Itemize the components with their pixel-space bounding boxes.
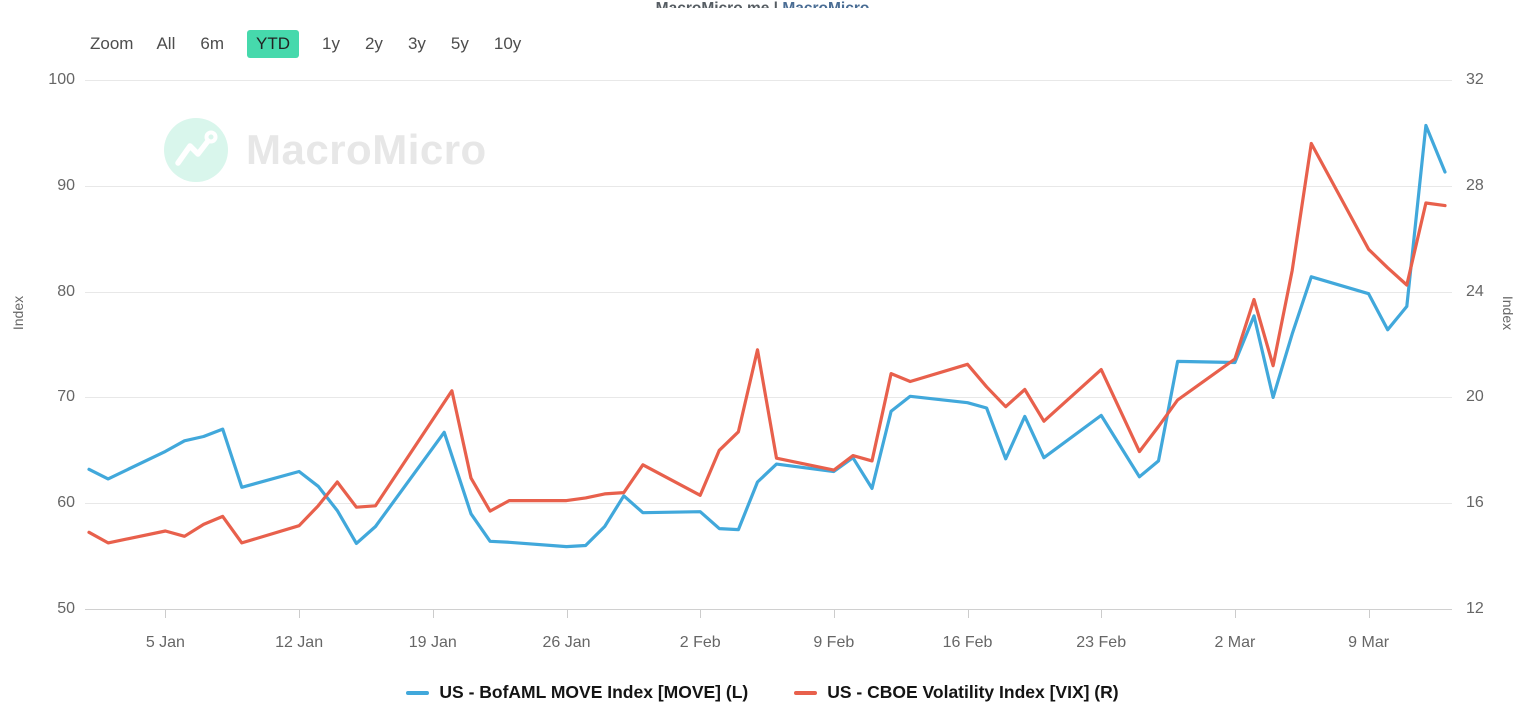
- x-axis-tick-label: 16 Feb: [942, 634, 993, 651]
- x-axis-tick-label: 5 Jan: [145, 634, 185, 651]
- range-button-2y[interactable]: 2y: [364, 34, 383, 53]
- x-axis-tick-label: 12 Jan: [275, 634, 324, 651]
- gridline: [85, 80, 1452, 81]
- zoom-label: Zoom: [90, 34, 134, 53]
- gridline: [85, 291, 1452, 293]
- x-axis-tick: [1368, 610, 1370, 618]
- y-axis-right-tick-label: 20: [1466, 388, 1484, 406]
- legend-label-move: US - BofAML MOVE Index [MOVE] (L): [439, 682, 749, 702]
- page-header-caption: MacroMicro.me | MacroMicro: [0, 0, 1525, 8]
- x-axis-tick-label: 23 Feb: [1076, 634, 1127, 651]
- range-button-10y[interactable]: 10y: [493, 34, 522, 53]
- legend-item-vix[interactable]: US - CBOE Volatility Index [VIX] (R): [794, 682, 1119, 703]
- legend-label-vix: US - CBOE Volatility Index [VIX] (R): [827, 682, 1119, 702]
- y-axis-left-tick-label: 100: [48, 71, 75, 88]
- y-axis-right-tick-label: 16: [1466, 494, 1484, 512]
- legend-swatch-move-icon: [406, 690, 430, 695]
- y-axis-left-tick-label: 80: [57, 282, 75, 300]
- x-axis-tick: [165, 610, 167, 618]
- range-button-6m[interactable]: 6m: [200, 34, 224, 53]
- x-axis-tick: [299, 610, 301, 618]
- x-axis-tick-label: 19 Jan: [408, 634, 457, 651]
- range-button-3y[interactable]: 3y: [407, 34, 426, 53]
- y-axis-left-tick-label: 50: [57, 600, 75, 617]
- range-button-1y[interactable]: 1y: [322, 34, 340, 53]
- x-axis-line: [85, 609, 1452, 610]
- range-button-5y[interactable]: 5y: [450, 34, 469, 53]
- range-button-all[interactable]: All: [156, 34, 176, 53]
- range-button-ytd[interactable]: YTD: [247, 30, 299, 58]
- y-axis-left-tick-label: 60: [57, 494, 75, 512]
- y-axis-right-tick-label: 32: [1466, 71, 1484, 88]
- gridline: [85, 185, 1452, 187]
- vix-series-line[interactable]: [87, 141, 1447, 545]
- range-selector-toolbar: Zoom All 6m YTD 1y 2y 3y 5y 10y: [90, 30, 523, 58]
- x-axis-tick-label: 26 Jan: [542, 634, 591, 651]
- x-axis-tick: [700, 610, 702, 618]
- x-axis-tick: [833, 610, 835, 618]
- x-axis-tick: [1101, 610, 1103, 618]
- x-axis-tick-label: 2 Feb: [679, 634, 721, 651]
- x-axis-tick: [967, 610, 969, 618]
- header-caption-text: MacroMicro.me | MacroMicro: [656, 0, 870, 8]
- x-axis-tick-label: 9 Mar: [1348, 634, 1390, 651]
- y-axis-right-tick-label: 24: [1466, 282, 1484, 300]
- x-axis-tick: [432, 610, 434, 618]
- legend-swatch-vix-icon: [794, 690, 818, 695]
- x-axis-tick-label: 2 Mar: [1214, 634, 1256, 651]
- gridline: [85, 503, 1452, 505]
- move-series-line[interactable]: [87, 123, 1447, 549]
- x-axis-tick: [1234, 610, 1236, 618]
- y-axis-left-tick-label: 70: [57, 388, 75, 406]
- x-axis-tick: [566, 610, 568, 618]
- y-axis-right-tick-label: 28: [1466, 176, 1484, 194]
- y-axis-left-tick-label: 90: [57, 176, 75, 194]
- gridline: [85, 397, 1452, 399]
- legend-item-move[interactable]: US - BofAML MOVE Index [MOVE] (L): [406, 682, 748, 703]
- x-axis-tick-label: 9 Feb: [813, 634, 855, 651]
- y-axis-right-tick-label: 12: [1466, 600, 1484, 617]
- legend: US - BofAML MOVE Index [MOVE] (L) US - CB…: [0, 682, 1525, 703]
